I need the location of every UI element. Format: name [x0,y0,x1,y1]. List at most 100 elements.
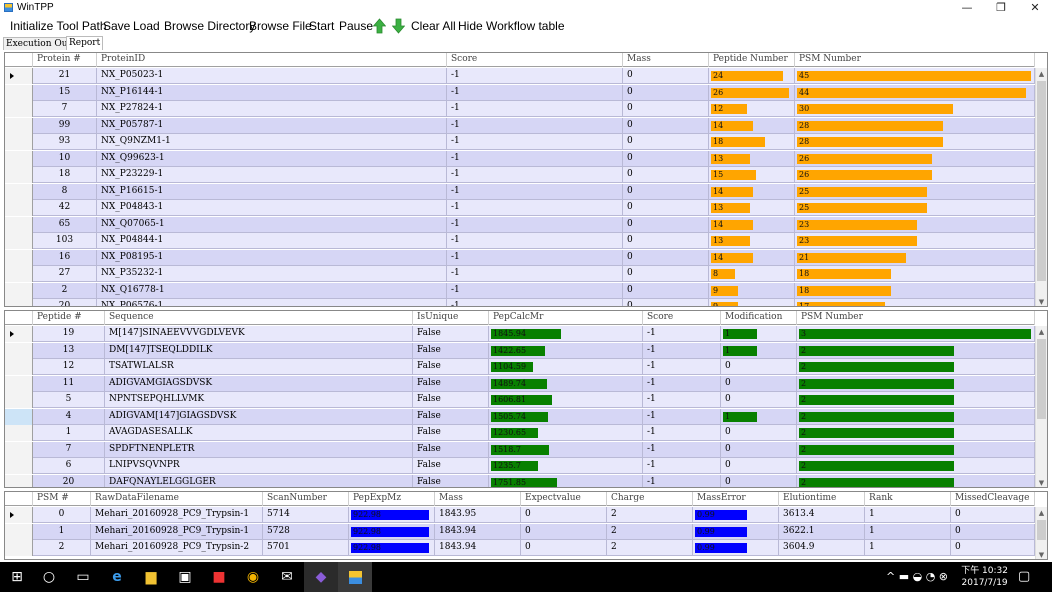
row-header[interactable] [5,167,33,183]
row-header[interactable] [5,540,33,556]
protein-table[interactable]: Protein # ProteinID Score Mass Peptide Numbe… [4,52,1048,307]
table-row[interactable]: 99 NX_P05787-1 -1 0 14 28 [5,117,1035,134]
scroll-up-icon[interactable]: ▲ [1038,509,1045,517]
row-header[interactable] [5,216,33,233]
menu-load[interactable]: Load [133,19,160,33]
scroll-up-icon[interactable]: ▲ [1038,70,1045,78]
tray-icons[interactable]: ^ ▬ ◒ ◔ ⊗ [886,570,949,583]
tab-report[interactable]: Report [66,36,104,50]
table-row[interactable]: 16 NX_P08195-1 -1 0 14 21 [5,249,1035,266]
notification-icon[interactable]: ▢ [1018,569,1031,584]
row-header[interactable] [5,84,33,101]
column-header-psm[interactable]: PSM # [33,492,91,506]
column-header-score[interactable]: Score [643,311,721,325]
row-header[interactable] [5,359,33,375]
psm-table-scrollbar[interactable]: ▲ ▼ [1035,507,1047,559]
edge-icon[interactable]: e [112,569,122,585]
table-row[interactable]: 2 NX_Q16778-1 -1 0 9 18 [5,282,1035,299]
column-header-sequence[interactable]: Sequence [105,311,413,325]
mail-icon[interactable]: ✉ [281,569,293,585]
column-header-protein[interactable]: Protein # [33,53,97,67]
close-button[interactable]: ✕ [1030,1,1040,14]
table-row[interactable]: 42 NX_P04843-1 -1 0 13 25 [5,200,1035,216]
menu-clear-all[interactable]: Clear All [411,19,456,33]
table-row[interactable]: 20 NX_P06576-1 -1 0 9 17 [5,299,1035,306]
search-icon[interactable]: ○ [42,569,56,585]
table-row[interactable]: 21 NX_P05023-1 -1 0 24 45 [5,68,1035,84]
column-header-elutiontime[interactable]: Elutiontime [779,492,865,506]
table-row[interactable]: 2 Mehari_20160928_PC9_Trypsin-2 5701 922.98… [5,540,1035,556]
menu-start[interactable]: Start [309,19,335,33]
menu-initialize-tool-path[interactable]: Initialize Tool Path [10,19,107,33]
column-header-mass[interactable]: Mass [623,53,709,67]
table-row[interactable]: 15 NX_P16144-1 -1 0 26 44 [5,84,1035,101]
column-header-scannumber[interactable]: ScanNumber [263,492,349,506]
gift-icon[interactable]: ■ [212,569,226,585]
table-row[interactable]: 1 AVAGDASESALLK False 1230.65 -1 0 2 [5,425,1035,441]
row-header[interactable] [5,392,33,408]
visual-studio-icon[interactable]: ◆ [304,562,338,592]
table-row[interactable]: 93 NX_Q9NZM1-1 -1 0 18 28 [5,134,1035,150]
table-row[interactable]: 11 ADIGVAMGIAGSDVSK False 1489.74 -1 0 2 [5,375,1035,392]
column-header-masserror[interactable]: MassError [693,492,779,506]
menu-pause[interactable]: Pause [339,19,374,33]
row-header[interactable] [5,326,33,342]
table-row[interactable]: 1 Mehari_20160928_PC9_Trypsin-1 5728 922.98… [5,523,1035,540]
row-header[interactable] [5,441,33,458]
table-row[interactable]: 12 TSATWLALSR False 1104.59 -1 0 2 [5,359,1035,375]
row-header[interactable] [5,375,33,392]
table-row[interactable]: 5 NPNTSEPQHLLVMK False 1606.81 -1 0 2 [5,392,1035,408]
column-header-psm-number[interactable]: PSM Number [795,53,1035,67]
protein-table-scrollbar[interactable]: ▲ ▼ [1035,68,1047,306]
scroll-down-icon[interactable]: ▼ [1038,298,1045,306]
table-row[interactable]: 8 NX_P16615-1 -1 0 14 25 [5,183,1035,200]
row-header[interactable] [5,266,33,282]
chrome-icon[interactable]: ◉ [246,569,260,585]
row-header[interactable] [5,183,33,200]
menu-save[interactable]: Save [103,19,131,33]
table-row[interactable]: 10 NX_Q99623-1 -1 0 13 26 [5,150,1035,167]
row-header[interactable] [5,101,33,117]
column-header-isunique[interactable]: IsUnique [413,311,489,325]
menu-browse-directory[interactable]: Browse Directory [164,19,256,33]
column-header-missedcleavage[interactable]: MissedCleavage [951,492,1035,506]
column-header-rawdatafilename[interactable]: RawDataFilename [91,492,263,506]
row-header[interactable] [5,523,33,540]
column-header-charge[interactable]: Charge [607,492,693,506]
column-header-pepcalcmr[interactable]: PepCalcMr [489,311,643,325]
table-row[interactable]: 20 DAFQNAYLELGGLGER False 1751.85 -1 0 2 [5,474,1035,487]
row-header[interactable] [5,458,33,474]
table-row[interactable]: 6 LNIPVSQVNPR False 1235.7 -1 0 2 [5,458,1035,474]
scroll-down-icon[interactable]: ▼ [1038,479,1045,487]
column-header-psm-number[interactable]: PSM Number [797,311,1035,325]
row-header[interactable] [5,68,33,84]
table-row[interactable]: 27 NX_P35232-1 -1 0 8 18 [5,266,1035,282]
column-header-mass[interactable]: Mass [435,492,521,506]
arrow-up-icon[interactable] [373,18,386,34]
row-header[interactable] [5,474,33,487]
row-header[interactable] [5,282,33,299]
scrollbar-thumb[interactable] [1037,339,1046,419]
table-row[interactable]: 7 NX_P27824-1 -1 0 12 30 [5,101,1035,117]
row-header[interactable] [5,134,33,150]
row-header[interactable] [5,342,33,359]
table-row[interactable]: 13 DM[147]TSEQLDDILK False 1422.65 -1 1 2 [5,342,1035,359]
table-row[interactable]: 4 ADIGVAM[147]GIAGSDVSK False 1505.74 -1 1 2 [5,408,1035,425]
row-header[interactable] [5,200,33,216]
row-header[interactable] [5,117,33,134]
windows-start-icon[interactable]: ⊞ [11,569,23,585]
table-row[interactable]: 103 NX_P04844-1 -1 0 13 23 [5,233,1035,249]
arrow-down-icon[interactable] [392,18,405,34]
column-header-modification[interactable]: Modification [721,311,797,325]
restore-button[interactable]: ❐ [996,1,1006,14]
row-header[interactable] [5,233,33,249]
store-icon[interactable]: ▣ [178,569,192,585]
table-row[interactable]: 7 SPDFTNENPLETR False 1518.7 -1 0 2 [5,441,1035,458]
wintpp-icon[interactable] [338,562,372,592]
menu-browse-file[interactable]: Browse File [249,19,312,33]
minimize-button[interactable]: — [961,1,973,14]
row-header[interactable] [5,249,33,266]
scrollbar-thumb[interactable] [1037,81,1046,281]
peptide-table[interactable]: Peptide # Sequence IsUnique PepCalcMr Score M… [4,310,1048,488]
row-header[interactable] [5,299,33,306]
